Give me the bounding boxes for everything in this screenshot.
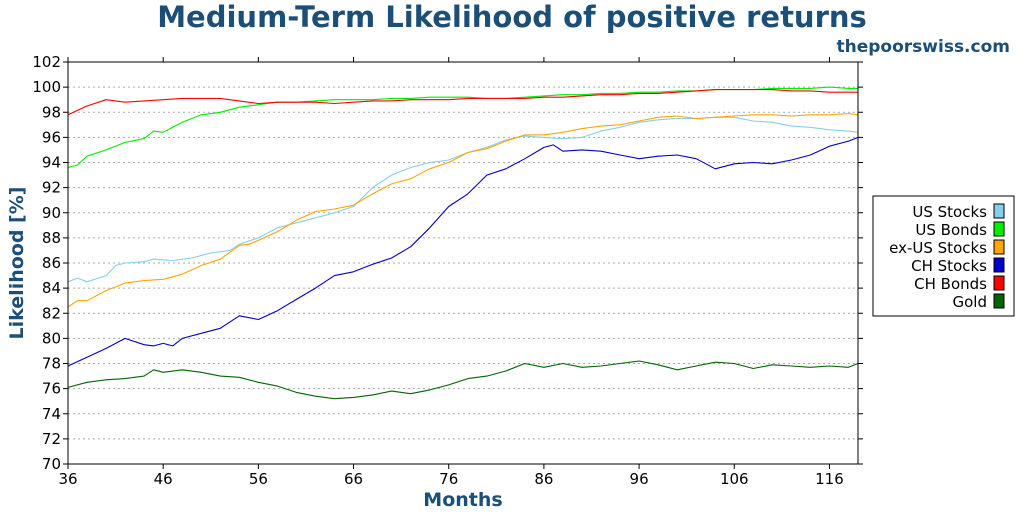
- legend-swatch: [993, 257, 1005, 273]
- y-tick-label: 94: [42, 154, 61, 172]
- x-tick-label: 76: [439, 470, 458, 488]
- x-tick-label: 66: [344, 470, 363, 488]
- legend-swatch: [993, 293, 1005, 309]
- legend-swatch: [993, 203, 1005, 219]
- y-tick-label: 100: [32, 78, 61, 96]
- x-axis-label: Months: [423, 489, 502, 511]
- axis-ticks: 70 72 74 76 78 80 82 84 86 88 90 92 94 96 98 100 102 36 46…: [32, 53, 863, 488]
- y-tick-label: 70: [42, 455, 61, 473]
- legend-label: US Stocks: [912, 203, 987, 221]
- x-tick-label: 46: [154, 470, 173, 488]
- series-line-us-stocks: [67, 116, 859, 283]
- y-tick-label: 78: [42, 355, 61, 373]
- series-line-ex-us-stocks: [67, 112, 859, 308]
- x-tick-label: 36: [58, 470, 77, 488]
- y-tick-label: 88: [42, 229, 61, 247]
- series-line-ch-stocks: [67, 136, 859, 367]
- legend-label: Gold: [953, 293, 988, 311]
- legend-swatch: [993, 239, 1005, 255]
- legend-swatch: [993, 275, 1005, 291]
- x-tick-label: 106: [720, 470, 749, 488]
- chart-subtitle: thepoorswiss.com: [837, 37, 1011, 57]
- y-tick-label: 92: [42, 179, 61, 197]
- y-tick-label: 80: [42, 329, 61, 347]
- x-tick-label: 86: [534, 470, 553, 488]
- legend-label: US Bonds: [915, 221, 987, 239]
- y-tick-label: 76: [42, 380, 61, 398]
- y-tick-label: 82: [42, 304, 61, 322]
- legend-label: CH Bonds: [914, 275, 987, 293]
- series-line-ch-bonds: [67, 89, 858, 116]
- y-tick-label: 90: [42, 204, 61, 222]
- y-tick-label: 98: [42, 103, 61, 121]
- y-tick-label: 102: [32, 53, 61, 71]
- legend-box: [872, 195, 1015, 317]
- legend-label: CH Stocks: [911, 257, 987, 275]
- grid: [68, 86, 858, 440]
- x-tick-label: 116: [815, 470, 844, 488]
- series-layer: [67, 86, 859, 400]
- y-tick-label: 86: [42, 254, 61, 272]
- legend-label: ex-US Stocks: [889, 239, 987, 257]
- x-tick-label: 56: [249, 470, 268, 488]
- legend-swatch: [993, 221, 1005, 237]
- x-tick-label: 96: [630, 470, 649, 488]
- series-line-gold: [67, 360, 859, 400]
- y-axis-label: Likelihood [%]: [6, 187, 28, 340]
- y-tick-label: 72: [42, 430, 61, 448]
- y-tick-label: 96: [42, 128, 61, 146]
- y-tick-label: 74: [42, 405, 61, 423]
- y-tick-label: 84: [42, 279, 61, 297]
- chart-title: Medium-Term Likelihood of positive retur…: [157, 0, 867, 34]
